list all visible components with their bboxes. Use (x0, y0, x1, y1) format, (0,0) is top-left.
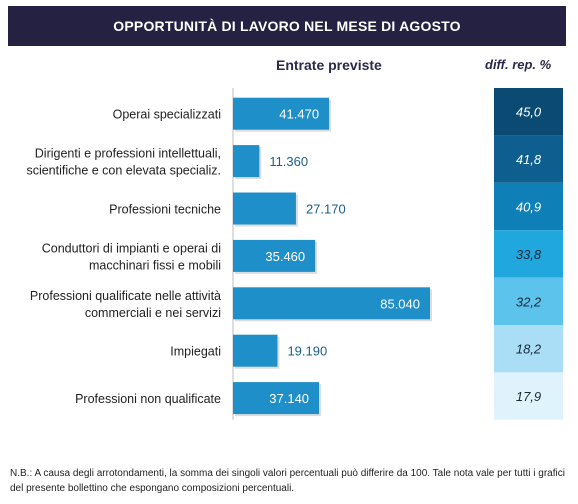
bar-value-label: 37.140 (269, 391, 309, 406)
diff-value-label: 32,2 (516, 294, 542, 309)
bar-value-label: 41.470 (279, 107, 319, 122)
title-bar: OPPORTUNITÀ DI LAVORO NEL MESE DI AGOSTO (8, 6, 566, 46)
bar (233, 382, 320, 415)
bar (233, 287, 430, 320)
diff-cell (494, 135, 563, 183)
category-label: commerciali e nei servizi (85, 306, 221, 320)
bar (233, 334, 278, 367)
diff-column-header: diff. rep. % (485, 57, 552, 72)
category-label: Operai specializzati (113, 108, 221, 122)
category-label: macchinari fissi e mobili (89, 258, 221, 272)
footnote: N.B.: A causa degli arrotondamenti, la s… (10, 468, 565, 494)
bar (233, 239, 316, 272)
diff-cell (494, 182, 563, 231)
diff-value-label: 41,8 (516, 152, 542, 167)
entrate-column-header: Entrate previste (276, 57, 382, 73)
category-label: Professioni qualificate nelle attività (30, 289, 221, 303)
diff-cell (494, 277, 563, 325)
page-title: OPPORTUNITÀ DI LAVORO NEL MESE DI AGOSTO (113, 18, 461, 34)
bar (233, 145, 260, 178)
bar-value-label: 27.170 (306, 202, 346, 217)
bar-value-label: 19.190 (287, 344, 327, 359)
diff-value-label: 33,8 (516, 247, 542, 262)
diff-value-label: 40,9 (516, 200, 541, 215)
category-label: Professioni tecniche (109, 203, 221, 217)
diff-cell (494, 230, 563, 278)
diff-value-label: 45,0 (516, 105, 542, 120)
category-label: Impiegati (170, 345, 221, 359)
bar-chart: 41.470 Operai specializzati 45,0 11.360 Diri… (26, 88, 563, 420)
bar-value-label: 11.360 (269, 154, 308, 169)
bar (233, 192, 296, 225)
diff-cell (494, 325, 563, 373)
bar-value-label: 35.460 (265, 249, 305, 264)
bar-value-label: 85.040 (380, 296, 420, 311)
category-label: Professioni non qualificate (75, 392, 221, 406)
diff-cell (494, 88, 563, 136)
diff-value-label: 17,9 (516, 389, 541, 404)
category-label: Dirigenti e professioni intellettuali, (35, 147, 221, 161)
diff-cell (494, 372, 563, 420)
category-label: scientifiche e con elevata specializ. (26, 164, 221, 178)
bar (233, 97, 330, 130)
diff-value-label: 18,2 (516, 342, 542, 357)
category-label: Conduttori di impianti e operai di (42, 241, 221, 255)
